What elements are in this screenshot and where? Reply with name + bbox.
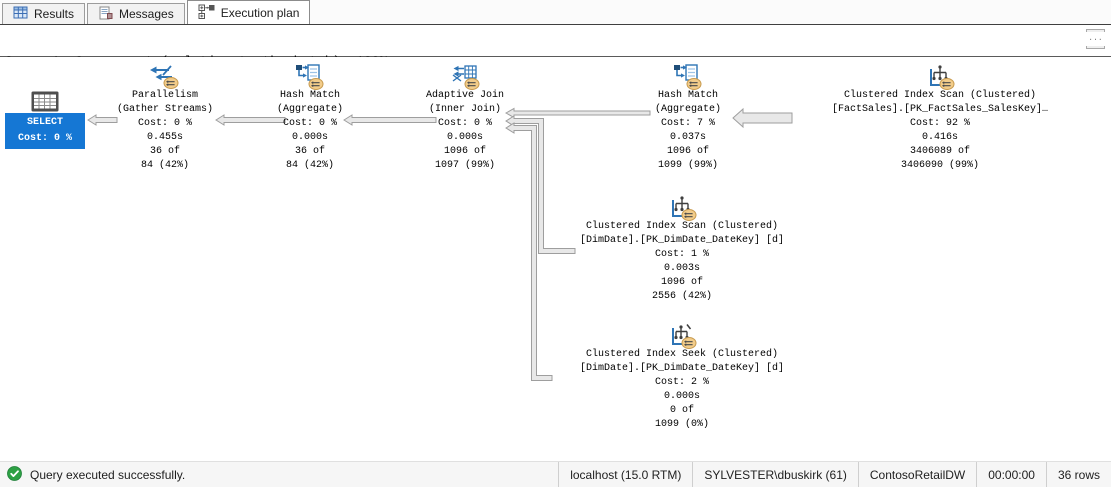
ellipsis-label: ... — [1085, 32, 1106, 46]
status-server: localhost (15.0 RTM) — [558, 462, 692, 487]
plan-node-clustered-index-seek-dimdate[interactable]: Clustered Index Seek (Clustered) [DimDat… — [557, 323, 807, 432]
status-database: ContosoRetailDW — [857, 462, 976, 487]
node-total: 1099 (99%) — [657, 160, 718, 171]
node-time: 0.455s — [146, 132, 183, 143]
node-subtitle: [FactSales].[PK_FactSales_SalesKey]… — [831, 104, 1049, 115]
node-time: 0.416s — [921, 132, 958, 143]
node-name: Clustered Index Seek (Clustered) — [585, 349, 779, 360]
query-ellipsis-button[interactable]: ... — [1085, 29, 1106, 49]
tab-results-label: Results — [34, 7, 75, 21]
arrow-hashmatch1-to-parallelism[interactable] — [215, 114, 286, 126]
status-bar: Query executed successfully. localhost (… — [0, 461, 1111, 487]
node-cost: Cost: 7 % — [660, 118, 715, 129]
select-node-label: SELECT — [26, 117, 63, 128]
tab-messages-label: Messages — [119, 7, 174, 21]
node-time: 0.003s — [663, 263, 700, 274]
status-elapsed-time: 00:00:00 — [976, 462, 1046, 487]
results-pane-tabstrip: Results Messages Executi — [0, 0, 1111, 25]
result-grid-icon — [5, 91, 85, 113]
hash-match-icon — [210, 64, 410, 90]
plan-node-adaptive-join[interactable]: Adaptive Join (Inner Join) Cost: 0 % 0.0… — [365, 64, 565, 173]
node-name: Parallelism — [131, 90, 198, 101]
plan-node-hash-match-2[interactable]: Hash Match (Aggregate) Cost: 7 % 0.037s … — [588, 64, 788, 173]
node-total: 84 (42%) — [285, 160, 334, 171]
select-node-highlight: SELECT Cost: 0 % — [5, 113, 85, 149]
execution-plan-canvas: SELECT Cost: 0 % Parallelism (Gather Str… — [0, 57, 1111, 460]
node-subtitle: (Aggregate) — [276, 104, 343, 115]
success-check-icon — [7, 465, 22, 484]
node-subtitle: (Inner Join) — [428, 104, 501, 115]
plan-node-clustered-index-scan-factsales[interactable]: Clustered Index Scan (Clustered) [FactSa… — [815, 64, 1065, 173]
node-time: 0.000s — [291, 132, 328, 143]
messages-doc-icon — [98, 6, 113, 23]
select-node-cost: Cost: 0 % — [17, 133, 72, 144]
plan-node-select[interactable]: SELECT Cost: 0 % — [5, 91, 85, 149]
node-subtitle: (Gather Streams) — [116, 104, 213, 115]
tab-results[interactable]: Results — [2, 3, 86, 24]
node-cost: Cost: 2 % — [654, 377, 709, 388]
node-total: 1097 (99%) — [434, 160, 495, 171]
node-subtitle: [DimDate].[PK_DimDate_DateKey] [d] — [579, 235, 785, 246]
node-total: 84 (42%) — [140, 160, 189, 171]
node-rows: 1096 of — [660, 277, 703, 288]
node-subtitle: (Aggregate) — [654, 104, 721, 115]
node-time: 0.037s — [669, 132, 706, 143]
query-cost-header: Query 1: Query cost (relative to the bat… — [0, 25, 1111, 111]
tab-messages[interactable]: Messages — [87, 3, 185, 24]
node-rows: 1096 of — [443, 146, 486, 157]
status-row-count: 36 rows — [1045, 462, 1111, 487]
plan-arrows-layer — [87, 107, 793, 381]
arrow-adaptivejoin-to-hashmatch1[interactable] — [343, 114, 437, 126]
node-rows: 0 of — [669, 405, 694, 416]
clustered-index-scan-icon — [815, 64, 1065, 90]
execution-plan-icon — [198, 4, 215, 22]
node-name: Hash Match — [657, 90, 718, 101]
tab-execution-plan-label: Execution plan — [220, 5, 300, 20]
node-total: 2556 (42%) — [651, 291, 712, 302]
node-cost: Cost: 1 % — [654, 249, 709, 260]
clustered-index-seek-icon — [557, 323, 807, 349]
node-rows: 3406089 of — [909, 146, 970, 157]
plan-node-parallelism[interactable]: Parallelism (Gather Streams) Cost: 0 % 0… — [65, 64, 265, 173]
node-cost: Cost: 0 % — [282, 118, 337, 129]
node-name: Hash Match — [279, 90, 340, 101]
node-name: Clustered Index Scan (Clustered) — [843, 90, 1037, 101]
node-total: 1099 (0%) — [654, 419, 709, 430]
node-time: 0.000s — [663, 391, 700, 402]
node-subtitle: [DimDate].[PK_DimDate_DateKey] [d] — [579, 363, 785, 374]
clustered-index-scan-icon — [557, 195, 807, 221]
parallelism-icon — [65, 64, 265, 89]
arrow-factsales-scan-to-hashmatch2[interactable] — [732, 107, 793, 129]
node-cost: Cost: 0 % — [437, 118, 492, 129]
node-cost: Cost: 92 % — [909, 118, 970, 129]
status-user: SYLVESTER\dbuskirk (61) — [692, 462, 858, 487]
status-message: Query executed successfully. — [30, 467, 186, 482]
plan-node-hash-match-1[interactable]: Hash Match (Aggregate) Cost: 0 % 0.000s … — [210, 64, 410, 173]
node-rows: 36 of — [149, 146, 180, 157]
arrow-dimdate-seek-to-adaptivejoin[interactable] — [505, 122, 553, 381]
arrow-parallelism-to-select[interactable] — [87, 114, 118, 126]
hash-match-icon — [588, 64, 788, 90]
results-grid-icon — [13, 6, 28, 22]
node-total: 3406090 (99%) — [900, 160, 979, 171]
node-name: Adaptive Join — [425, 90, 504, 101]
node-rows: 1096 of — [666, 146, 709, 157]
node-time: 0.000s — [446, 132, 483, 143]
node-cost: Cost: 0 % — [137, 118, 192, 129]
adaptive-join-icon — [365, 64, 565, 90]
tab-execution-plan[interactable]: Execution plan — [186, 0, 311, 24]
node-name: Clustered Index Scan (Clustered) — [585, 221, 779, 232]
node-rows: 36 of — [294, 146, 325, 157]
plan-node-clustered-index-scan-dimdate[interactable]: Clustered Index Scan (Clustered) [DimDat… — [557, 195, 807, 304]
